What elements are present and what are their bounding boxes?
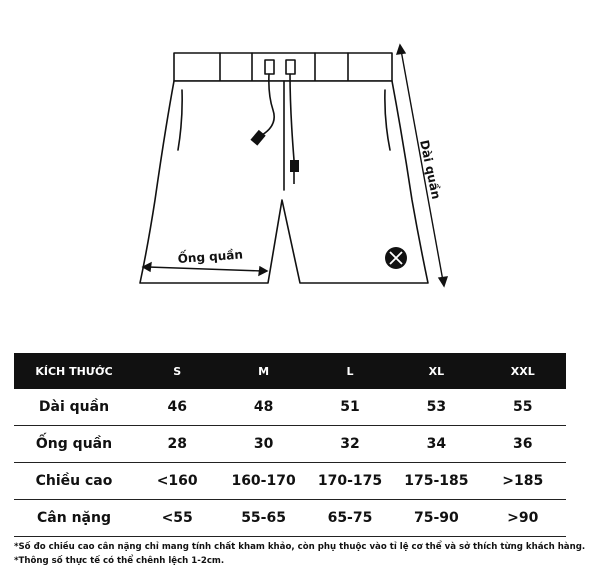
table-cell: >185 — [479, 462, 566, 500]
footnotes: *Số đo chiều cao cân nặng chỉ mang tính … — [14, 540, 586, 568]
footnote-tolerance: *Thông số thực tế có thể chênh lệch 1-2c… — [14, 556, 225, 566]
table-cell: 46 — [134, 389, 221, 426]
table-cell: >90 — [479, 499, 566, 537]
table-cell: 28 — [134, 425, 221, 463]
table-header-row: KÍCH THƯỚC S M L XL XXL — [14, 353, 566, 389]
table-cell: 51 — [306, 389, 394, 426]
header-size-m: M — [220, 353, 307, 389]
waistband — [173, 52, 393, 82]
length-arrow — [400, 49, 444, 282]
table-cell: 175-185 — [393, 462, 480, 500]
header-size-s: S — [134, 353, 221, 389]
header-size-l: L — [306, 353, 394, 389]
table-cell: 30 — [220, 425, 307, 463]
table-cell: 75-90 — [393, 499, 480, 537]
table-cell: 48 — [220, 389, 307, 426]
header-size-xxl: XXL — [479, 353, 566, 389]
table-cell: 170-175 — [306, 462, 394, 500]
table-cell: 36 — [479, 425, 566, 463]
table-row: Ống quần 28 30 32 34 36 — [14, 425, 566, 463]
table-cell: <55 — [134, 499, 221, 537]
leg-opening-arrow — [147, 266, 263, 272]
row-label: Ống quần — [14, 425, 134, 463]
header-size-xl: XL — [393, 353, 480, 389]
table-row: Cân nặng <55 55-65 65-75 75-90 >90 — [14, 499, 566, 537]
table-cell: 32 — [306, 425, 394, 463]
table-cell: 65-75 — [306, 499, 394, 537]
length-label: Dài quần — [417, 139, 443, 201]
table-cell: 160-170 — [220, 462, 307, 500]
shorts-illustration: Ống quần Dài quần — [139, 43, 449, 288]
table-cell: 55 — [479, 389, 566, 426]
footnote-reference: *Số đo chiều cao cân nặng chỉ mang tính … — [14, 542, 586, 552]
table-cell: 34 — [393, 425, 480, 463]
row-label: Cân nặng — [14, 499, 134, 537]
row-label: Chiều cao — [14, 462, 134, 500]
table-row: Chiều cao <160 160-170 170-175 175-185 >… — [14, 462, 566, 500]
row-label: Dài quần — [14, 389, 134, 426]
size-chart-table: KÍCH THƯỚC S M L XL XXL Dài quần 46 48 5… — [14, 353, 566, 537]
table-cell: 55-65 — [220, 499, 307, 537]
table-cell: <160 — [134, 462, 221, 500]
table-cell: 53 — [393, 389, 480, 426]
header-size-label: KÍCH THƯỚC — [14, 353, 134, 389]
table-row: Dài quần 46 48 51 53 55 — [14, 389, 566, 426]
